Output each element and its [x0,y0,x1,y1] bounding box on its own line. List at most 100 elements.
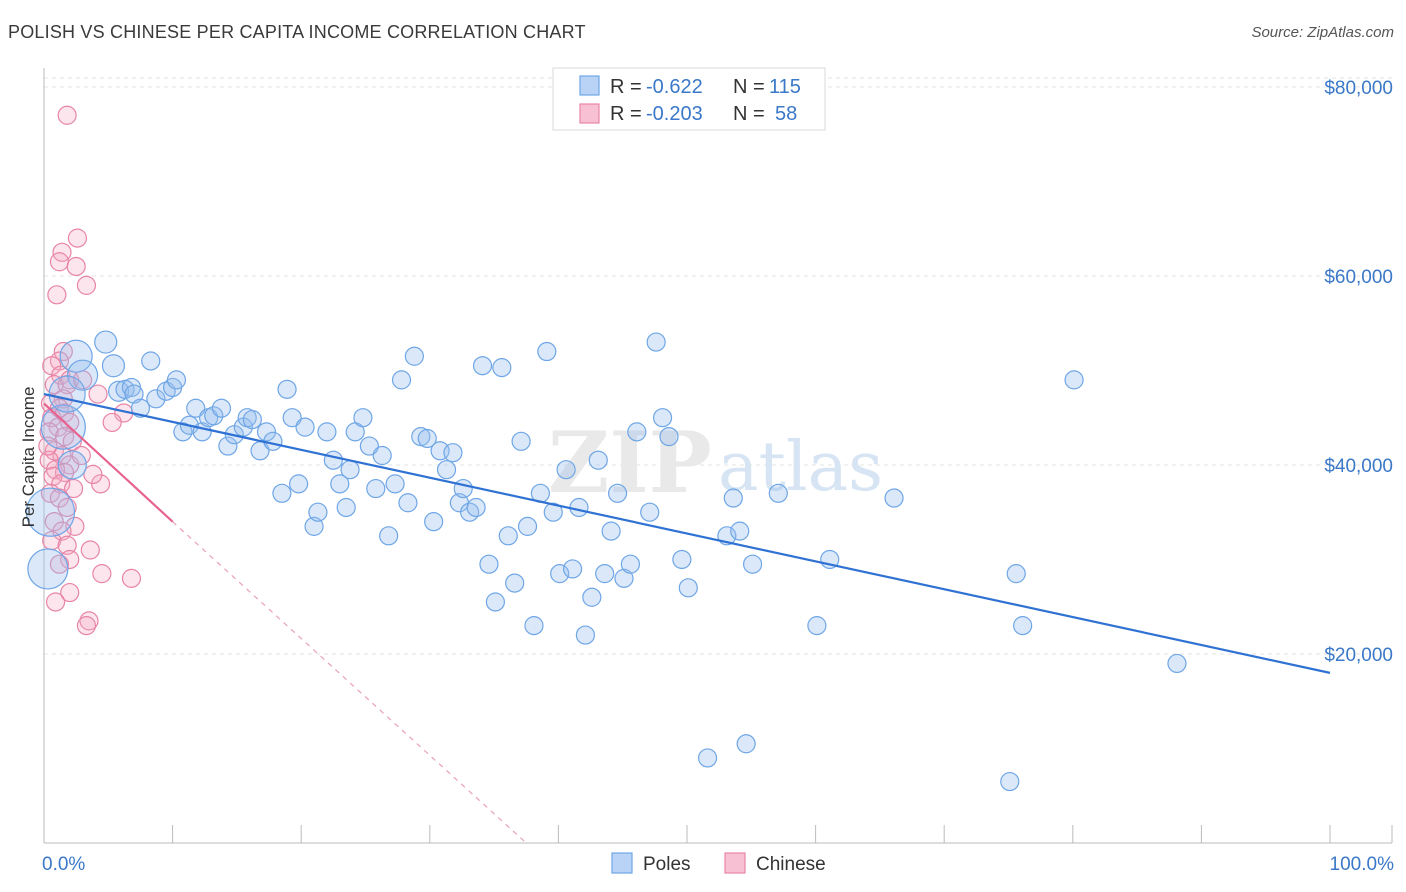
bottom-legend-label-poles: Poles [643,854,691,875]
y-tick-label: $20,000 [1324,645,1393,666]
watermark-zip: ZIP [548,413,712,512]
data-point-poles [146,389,166,409]
legend-r-value-poles: -0.622 [646,76,703,98]
data-point-poles [124,384,144,404]
data-point-poles [1064,370,1084,390]
data-point-poles [652,408,673,428]
data-point-poles [1167,653,1187,674]
data-point-poles [40,404,86,450]
data-point-chinese [60,412,80,433]
data-point-chinese [43,466,63,486]
data-point-poles [398,493,418,513]
data-point-chinese [67,228,88,248]
data-point-poles [492,358,512,378]
trend-line-chinese [43,402,174,523]
legend-r-label-poles: R = [610,76,642,98]
series-chinese [38,105,142,636]
data-point-poles [672,549,692,570]
data-point-chinese [66,256,86,277]
data-point-poles [736,734,756,754]
data-point-poles [569,497,589,518]
data-point-poles [359,436,379,456]
data-point-poles [204,406,224,426]
data-point-chinese [54,462,75,483]
data-point-poles [308,502,328,522]
data-point-chinese [47,285,67,305]
x-tick-labels: 0.0% 100.0% [42,854,1394,875]
data-point-chinese [121,568,142,588]
data-point-poles [289,474,309,494]
watermark-atlas: atlas [718,428,883,507]
data-point-chinese [48,417,68,437]
data-point-chinese [57,535,77,555]
data-point-chinese [92,564,112,584]
data-point-poles [498,526,518,546]
data-point-poles [505,573,525,593]
data-point-poles [556,460,576,480]
data-point-poles [646,332,666,352]
data-point-poles [485,592,505,612]
data-point-poles [130,398,151,418]
watermark: ZIP atlas [548,413,883,512]
data-point-poles [304,516,324,536]
data-point-chinese [102,412,122,433]
bottom-legend-swatch-chinese [724,852,746,874]
data-point-poles [385,474,405,494]
data-point-poles [59,339,93,373]
data-point-poles [317,422,337,442]
legend-n-label-poles: N = [733,76,765,98]
data-point-poles [256,422,277,442]
x-tick-label: 0.0% [42,854,85,875]
data-point-chinese [60,549,80,570]
data-point-poles [659,426,679,447]
data-point-poles [768,483,788,503]
data-point-poles [379,526,399,546]
data-point-poles [1000,771,1020,792]
data-point-poles [588,450,608,470]
trend-lines [43,392,1331,844]
data-point-poles [595,564,615,584]
data-point-poles [272,483,292,503]
data-point-chinese [65,516,85,536]
legend-n-value-chinese: 58 [775,103,797,125]
data-point-poles [601,521,621,541]
data-point-poles [562,559,583,579]
data-point-chinese [63,478,84,499]
data-point-poles [730,521,750,541]
data-point-chinese [39,422,59,442]
legend-box: R = -0.622 N = 115 R = -0.203 N = 58 [552,67,826,131]
bottom-legend-label-chinese: Chinese [756,854,826,875]
data-point-chinese [62,431,82,451]
data-point-poles [1013,616,1033,636]
y-tick-label: $40,000 [1324,456,1393,477]
data-point-poles [48,375,86,413]
bottom-legend: Poles Chinese [611,852,826,875]
data-point-poles [436,460,457,480]
data-point-poles [57,450,87,480]
data-point-poles [107,380,130,402]
data-point-poles [1006,564,1026,584]
data-point-chinese [80,540,100,560]
data-point-poles [366,478,386,499]
trend-line-poles [43,392,1331,674]
data-point-poles [575,625,596,645]
chart-source: Source: ZipAtlas.com [1251,24,1394,41]
data-point-poles [336,497,356,518]
data-point-poles [614,568,634,588]
data-point-poles [524,616,544,636]
trend-line-chinese-extension [172,521,527,844]
data-point-poles [472,356,493,376]
legend-swatch-chinese [579,103,600,124]
data-point-poles [282,408,302,428]
data-point-poles [607,483,628,503]
data-point-poles [424,512,444,532]
axes [43,68,1393,844]
data-point-poles [323,450,343,470]
data-point-poles [443,443,463,463]
data-point-poles [723,488,743,508]
gridlines [44,77,1392,655]
data-point-poles [295,417,315,437]
data-point-poles [453,478,473,499]
data-point-poles [543,502,563,522]
y-axis-label: Per Capita Income [19,387,38,528]
